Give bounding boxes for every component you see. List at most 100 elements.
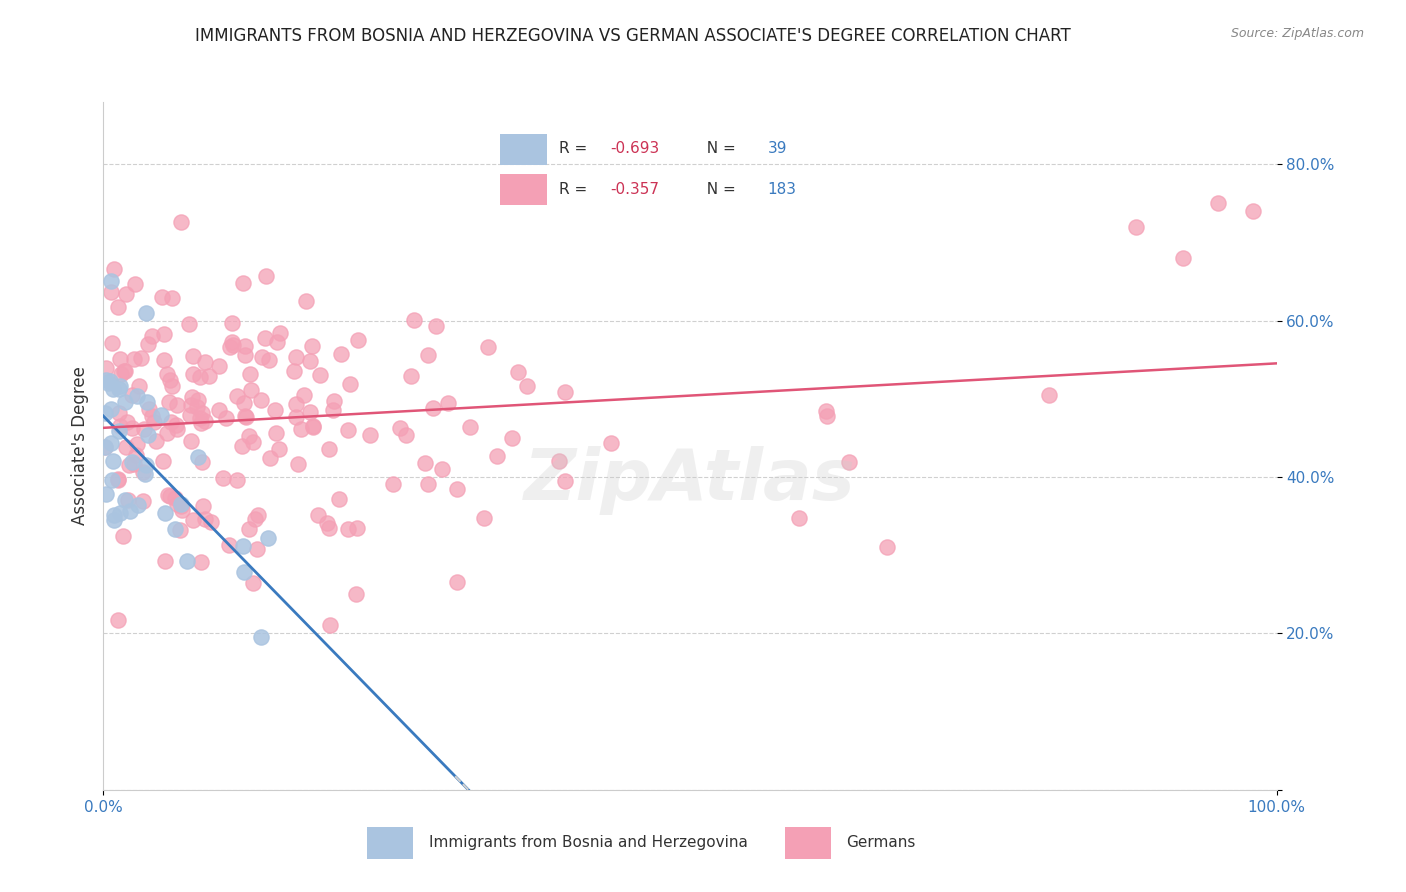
Germans [302,419,325,434]
Germans [290,422,312,436]
FancyBboxPatch shape [501,134,547,165]
Germans [117,492,139,507]
Germans [156,488,179,502]
Immigrants from Bosnia and Herzegovina [108,424,131,438]
Text: Immigrants from Bosnia and Herzegovina: Immigrants from Bosnia and Herzegovina [429,836,748,850]
Germans [225,389,247,403]
Germans [330,347,353,361]
Germans [107,472,129,486]
Immigrants from Bosnia and Herzegovina [101,382,124,396]
Germans [259,450,281,465]
Germans [108,419,131,434]
Germans [165,417,187,432]
Germans [446,482,468,496]
Text: -0.693: -0.693 [610,142,659,156]
Immigrants from Bosnia and Herzegovina [98,374,121,388]
Germans [212,470,235,484]
Germans [101,335,124,350]
Germans [404,312,426,326]
Germans [240,384,263,398]
Germans [225,474,247,488]
Germans [477,340,499,354]
Germans [138,337,160,351]
Germans [838,455,860,469]
Immigrants from Bosnia and Herzegovina [103,513,125,527]
Germans [401,368,423,383]
Immigrants from Bosnia and Herzegovina [125,389,148,403]
Germans [388,421,411,435]
Immigrants from Bosnia and Herzegovina [134,467,156,481]
Germans [328,491,350,506]
Germans [138,401,160,416]
Germans [554,385,576,400]
Germans [218,340,240,354]
Germans [472,511,495,525]
Germans [284,350,307,364]
FancyBboxPatch shape [785,828,831,858]
Germans [121,421,143,435]
Germans [318,442,340,457]
Germans [418,477,440,491]
Germans [359,428,381,442]
Germans [110,368,132,382]
Germans [124,277,146,291]
Germans [416,348,439,362]
Text: 183: 183 [768,182,797,196]
Germans [267,442,290,456]
Text: 39: 39 [768,142,787,156]
Germans [165,491,187,506]
Germans [112,364,135,378]
Germans [1206,196,1229,211]
Germans [458,420,481,434]
Germans [432,462,454,476]
Germans [181,390,204,404]
Germans [194,355,217,369]
Immigrants from Bosnia and Herzegovina [94,406,117,420]
Immigrants from Bosnia and Herzegovina [97,376,120,391]
Text: Germans: Germans [846,836,915,850]
Immigrants from Bosnia and Herzegovina [108,383,131,397]
Germans [1125,219,1147,234]
Germans [323,394,346,409]
Germans [245,511,267,525]
Germans [247,508,270,522]
Text: Source: ZipAtlas.com: Source: ZipAtlas.com [1230,27,1364,40]
Germans [103,261,125,276]
Text: IMMIGRANTS FROM BOSNIA AND HERZEGOVINA VS GERMAN ASSOCIATE'S DEGREE CORRELATION : IMMIGRANTS FROM BOSNIA AND HERZEGOVINA V… [195,27,1070,45]
Germans [253,331,276,345]
Germans [246,541,269,556]
Germans [156,367,179,381]
Germans [166,498,188,512]
Text: N =: N = [697,182,741,196]
Germans [233,396,256,410]
Germans [322,403,344,417]
Germans [301,339,323,353]
Text: R =: R = [560,142,592,156]
Germans [186,400,208,414]
Immigrants from Bosnia and Herzegovina [135,306,157,320]
Germans [159,489,181,503]
Germans [114,440,136,454]
Germans [315,516,337,530]
Germans [181,368,204,382]
Germans [284,397,307,411]
FancyBboxPatch shape [501,174,547,205]
Immigrants from Bosnia and Herzegovina [103,508,125,523]
Germans [242,434,264,449]
Germans [337,423,360,437]
Immigrants from Bosnia and Herzegovina [135,458,157,473]
Germans [153,554,176,568]
Germans [437,395,460,409]
Germans [264,425,287,440]
Germans [187,392,209,407]
Germans [239,367,262,381]
Germans [166,422,188,436]
Immigrants from Bosnia and Herzegovina [186,450,208,464]
Text: R =: R = [560,182,592,196]
Immigrants from Bosnia and Herzegovina [114,493,136,508]
Germans [346,521,368,535]
Germans [169,499,191,513]
Immigrants from Bosnia and Herzegovina [256,532,278,546]
Germans [122,351,145,366]
Immigrants from Bosnia and Herzegovina [121,455,143,469]
